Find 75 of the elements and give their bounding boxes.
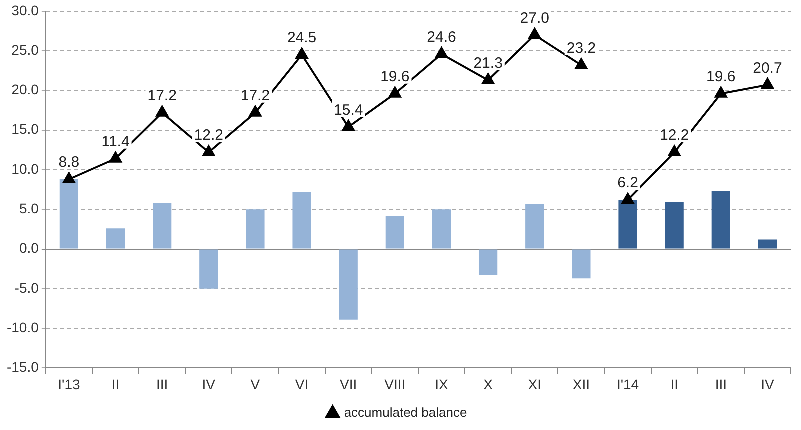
point xyxy=(296,48,308,60)
point xyxy=(668,146,681,157)
data-label: 12.2 xyxy=(660,127,690,144)
bar xyxy=(292,192,312,249)
y-tick-label: -5.0 xyxy=(14,280,40,296)
point xyxy=(110,152,122,163)
data-label: 8.8 xyxy=(58,154,80,172)
data-label: 23.2 xyxy=(566,40,596,57)
data-label: 6.2 xyxy=(618,174,638,192)
point xyxy=(762,78,774,90)
point xyxy=(528,28,542,40)
bar xyxy=(572,250,591,279)
point xyxy=(342,120,355,132)
y-tick-label: 10.0 xyxy=(12,160,40,177)
x-tick-label: III xyxy=(715,376,727,392)
bar xyxy=(618,200,638,249)
point xyxy=(575,58,588,70)
x-tick-label: V xyxy=(250,376,261,392)
bar xyxy=(246,210,265,249)
x-tick-label: VI xyxy=(295,376,309,392)
bar xyxy=(339,250,358,320)
bar xyxy=(200,250,218,289)
bar xyxy=(106,228,126,249)
data-label: 24.6 xyxy=(427,28,456,46)
x-tick-label: XI xyxy=(528,376,542,392)
point xyxy=(388,86,402,98)
data-label: 17.2 xyxy=(240,88,270,105)
x-tick-label: XII xyxy=(572,376,590,392)
x-tick-label: VII xyxy=(340,376,358,392)
y-tick-label: -10.0 xyxy=(6,319,40,336)
y-tick-label: 5.0 xyxy=(19,200,40,216)
data-label: 20.7 xyxy=(753,60,782,77)
x-tick-label: III xyxy=(156,376,168,392)
point xyxy=(622,193,634,204)
bar xyxy=(665,202,684,249)
point xyxy=(436,47,448,58)
y-tick-label: 25.0 xyxy=(12,42,40,58)
bar xyxy=(386,216,404,249)
point xyxy=(63,172,76,184)
bar xyxy=(478,250,498,276)
y-tick-label: 0.0 xyxy=(19,240,40,256)
data-label: 19.6 xyxy=(380,68,410,86)
data-label: 12.2 xyxy=(194,127,224,144)
point xyxy=(249,106,262,117)
bar xyxy=(758,240,778,249)
bar xyxy=(153,203,172,249)
y-tick-label: 15.0 xyxy=(12,121,40,138)
point xyxy=(714,86,728,98)
point xyxy=(156,106,169,117)
bar xyxy=(712,191,730,249)
data-label: 27.0 xyxy=(520,10,550,27)
point xyxy=(202,146,216,157)
x-tick-label: II xyxy=(112,376,120,392)
bar xyxy=(526,204,544,249)
data-label: 15.4 xyxy=(334,102,364,119)
data-label: 24.5 xyxy=(287,30,317,47)
data-label: 17.2 xyxy=(148,88,177,105)
data-label: 21.3 xyxy=(474,55,503,72)
y-tick-label: 20.0 xyxy=(12,82,40,98)
bar xyxy=(60,179,79,249)
x-tick-label: I'13 xyxy=(58,376,80,392)
y-tick-label: -15.0 xyxy=(6,359,40,376)
x-tick-label: I'14 xyxy=(616,376,640,392)
data-label: 19.6 xyxy=(706,68,736,86)
x-tick-label: IV xyxy=(761,376,775,392)
x-tick-label: VIII xyxy=(384,376,406,392)
data-label: 11.4 xyxy=(102,134,130,151)
x-tick-label: IV xyxy=(202,376,216,392)
point xyxy=(482,73,495,84)
legend-label: accumulated balance xyxy=(344,405,468,420)
y-tick-label: 30.0 xyxy=(12,2,40,18)
bar xyxy=(432,210,452,249)
x-tick-label: II xyxy=(670,376,678,392)
x-tick-label: X xyxy=(484,376,494,392)
x-tick-label: IX xyxy=(435,376,450,392)
